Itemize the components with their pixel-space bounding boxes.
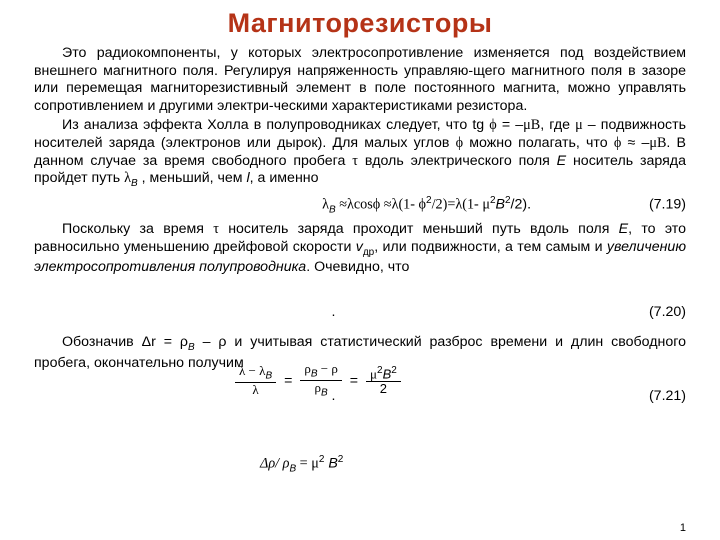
eq720-mid-bot-sub: B — [321, 388, 328, 399]
p2-h: вдоль электрического поля — [358, 153, 557, 169]
sym-lambdaB-sub: B — [131, 178, 138, 189]
p3-a: Поскольку за время — [62, 221, 213, 237]
eq720-rhs-B: B — [383, 366, 392, 381]
equation-721-overlay: Δρ/ ρB = μ2 B2 — [260, 454, 343, 475]
eq720-mid-sub: B — [311, 369, 318, 380]
p2-b: = – — [497, 117, 523, 133]
sym-lambdaB: λ — [124, 170, 131, 186]
equation-720-overlay: λ − λB λ = ρB − ρ ρB = μ2B2 2 — [235, 362, 401, 399]
eq720-rhs-bot: 2 — [366, 382, 401, 396]
eq720-frac2: ρB − ρ ρB — [300, 362, 342, 399]
paragraph-3: Поскольку за время τ носитель заряда про… — [34, 221, 686, 276]
sym-phi: ϕ — [489, 117, 496, 133]
sym-mu: μ — [575, 117, 583, 133]
eq720-lhs-top-sub: B — [265, 371, 272, 382]
p4-sub: B — [188, 342, 195, 353]
eq720-num: (7.20) — [633, 304, 686, 320]
p2-j: , меньший, чем — [138, 170, 247, 186]
eq721-c: B — [324, 456, 337, 472]
eq721-a: Δρ/ ρ — [260, 456, 289, 472]
p3-vdr-sub: др — [363, 246, 374, 257]
eq720-dot: . — [332, 304, 336, 320]
p4-a: Обозначив Δr = ρ — [62, 334, 188, 350]
eq719-b: /2)=λ(1- μ — [432, 197, 490, 213]
p2-k: , а именно — [250, 170, 319, 186]
p2-f: ≈ – — [621, 135, 649, 151]
sym-muB-2: μB — [649, 135, 666, 151]
p3-d: , или подвижности, а тем самым и — [374, 239, 607, 255]
equation-719: λB ≈λcosϕ ≈λ(1- ϕ2/2)=λ(1- μ2B2/2). (7.1… — [34, 194, 686, 217]
eq719-d: /2). — [511, 197, 532, 213]
eq721-b: = μ — [296, 456, 319, 472]
page-title: Магниторезисторы — [34, 8, 686, 39]
p3-b: носитель заряда проходит меньший путь вд… — [219, 221, 619, 237]
eq720-lhs-top: λ − λ — [239, 363, 265, 378]
eq721-num: (7.21) — [633, 388, 686, 404]
eq720-frac1: λ − λB λ — [235, 364, 276, 397]
eq719-lambda: λ — [322, 197, 329, 213]
p2-e: можно полагать, что — [463, 135, 614, 151]
eq720-mid-b: − ρ — [318, 361, 338, 376]
p3-vdr: v — [356, 239, 363, 255]
eq719-lambda-sub: B — [329, 205, 336, 216]
sym-muB-1: μB — [523, 117, 540, 133]
sym-E-2: E — [619, 221, 628, 237]
sym-E: E — [557, 153, 566, 169]
sym-phi-2: ϕ — [456, 135, 463, 151]
eq719-num: (7.19) — [649, 197, 686, 213]
eq719-c: B — [496, 197, 505, 213]
eq720-lhs-bot: λ — [235, 383, 276, 397]
eq720-frac3: μ2B2 2 — [366, 366, 401, 396]
paragraph-2: Из анализа эффекта Холла в полупроводник… — [34, 117, 686, 190]
eq720-rhs-mu: μ — [370, 366, 377, 381]
p2-a: Из анализа эффекта Холла в полупроводник… — [62, 117, 489, 133]
p2-c: , где — [540, 117, 575, 133]
paragraph-1: Это радиокомпоненты, у которых электросо… — [34, 45, 686, 115]
p3-e: . Очевидно, что — [306, 259, 409, 275]
eq719-a: ≈λcosϕ ≈λ(1- ϕ — [336, 197, 426, 213]
page-number: 1 — [680, 522, 686, 534]
